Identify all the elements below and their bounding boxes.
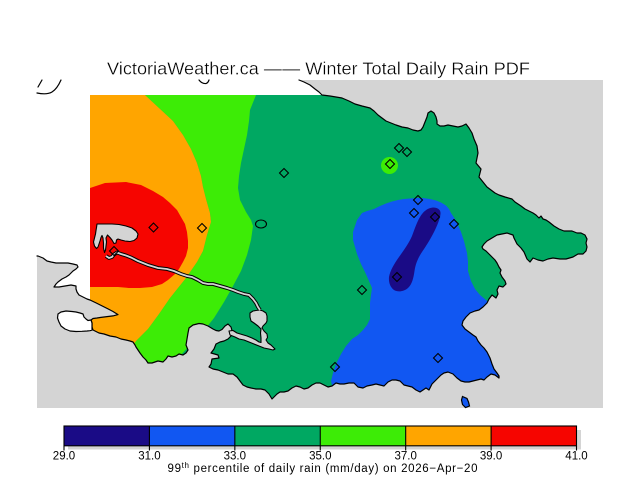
svg-text:31.0: 31.0 <box>138 451 160 463</box>
svg-text:37.0: 37.0 <box>395 451 417 463</box>
svg-text:33.0: 33.0 <box>224 451 246 463</box>
svg-text:35.0: 35.0 <box>309 451 331 463</box>
svg-text:VictoriaWeather.ca —— Winter T: VictoriaWeather.ca —— Winter Total Daily… <box>107 59 530 79</box>
svg-text:29.0: 29.0 <box>53 451 75 463</box>
svg-text:99th percentile of daily rain: 99th percentile of daily rain (mm/day) o… <box>168 461 479 475</box>
svg-text:41.0: 41.0 <box>565 451 587 463</box>
svg-text:39.0: 39.0 <box>480 451 502 463</box>
